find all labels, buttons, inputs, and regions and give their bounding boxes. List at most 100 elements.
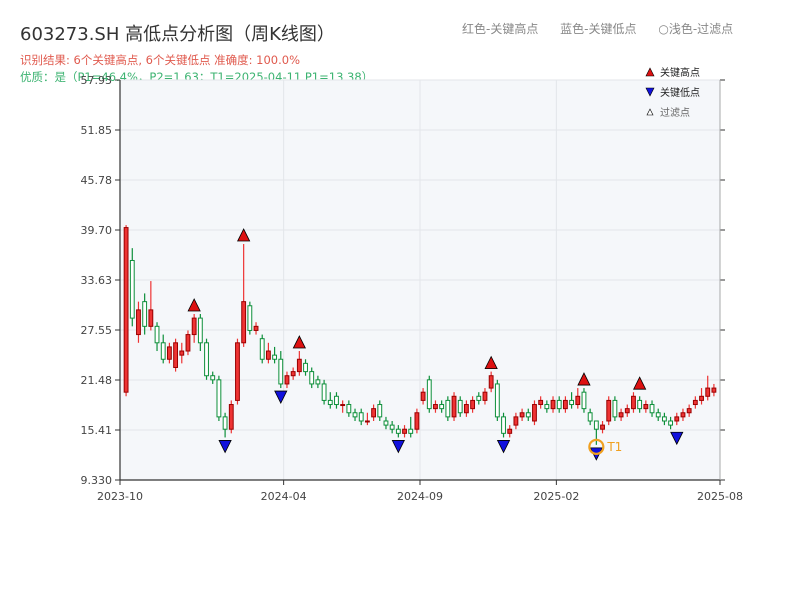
candle-body xyxy=(253,325,259,331)
candle xyxy=(259,334,265,364)
candle xyxy=(451,392,457,421)
candle xyxy=(377,400,383,421)
candle-body xyxy=(278,358,284,385)
candle xyxy=(340,400,346,413)
candle xyxy=(253,322,259,335)
key-high-marker xyxy=(633,376,647,390)
legend-low-label: 关键低点 xyxy=(660,86,700,99)
candle-body xyxy=(544,404,550,410)
header-legend: 红色-关键高点 蓝色-关键低点 ○浅色-过滤点 xyxy=(462,20,751,37)
candle xyxy=(488,371,494,393)
candle xyxy=(408,416,414,438)
candle-body xyxy=(216,379,222,418)
candle-body xyxy=(414,412,420,430)
y-tick-label: 51.85 xyxy=(81,124,113,137)
candle-body xyxy=(692,399,698,406)
y-tick-label: 27.55 xyxy=(81,324,113,337)
x-tick-label: 2024-09 xyxy=(397,490,443,503)
candle xyxy=(544,400,550,413)
key-low-marker xyxy=(496,440,511,454)
candle-body xyxy=(241,301,247,344)
candle xyxy=(278,351,284,389)
candle-body xyxy=(173,342,179,368)
candle-body xyxy=(699,395,704,401)
candle-body xyxy=(519,412,525,418)
x-tick-label: 2023-10 xyxy=(97,490,143,503)
candle-body xyxy=(377,404,383,418)
candle-body xyxy=(346,404,352,414)
candle xyxy=(494,379,500,421)
candle-body xyxy=(600,424,605,430)
candle-body xyxy=(661,416,667,422)
candle-body xyxy=(593,420,599,430)
y-tick-label: 45.78 xyxy=(81,174,113,187)
candle-body xyxy=(637,399,643,410)
candle-body xyxy=(538,399,544,406)
candle xyxy=(173,338,179,372)
candle xyxy=(705,375,711,401)
candle xyxy=(513,412,519,430)
candle xyxy=(519,408,525,421)
candle xyxy=(265,342,271,364)
candle xyxy=(272,346,278,364)
candle-body xyxy=(321,383,327,401)
candle xyxy=(321,379,327,405)
candle-body xyxy=(581,391,587,410)
candle-body xyxy=(309,371,315,385)
candle xyxy=(575,388,581,409)
candle xyxy=(581,388,587,413)
candle-body xyxy=(587,412,593,422)
candle-body xyxy=(643,404,649,410)
candle-body xyxy=(457,399,463,414)
candle-body xyxy=(439,404,445,410)
candle xyxy=(327,392,333,409)
candle-body xyxy=(705,387,711,397)
key-high-marker xyxy=(484,355,498,370)
candle xyxy=(210,371,216,384)
candle xyxy=(674,412,680,426)
candle-body xyxy=(154,325,160,344)
candle-body xyxy=(179,350,185,356)
candle-body xyxy=(247,305,253,331)
legend-high-text: 红色-关键高点 xyxy=(462,22,539,36)
candle-body xyxy=(550,399,556,410)
candle xyxy=(439,400,445,413)
candle-body xyxy=(513,416,519,426)
candle-body xyxy=(569,399,575,406)
candle-body xyxy=(228,404,234,430)
candle-body xyxy=(315,379,321,385)
candle-body xyxy=(655,412,661,418)
candle-body xyxy=(303,362,308,373)
candle xyxy=(309,367,315,389)
candle-body xyxy=(136,309,141,336)
candle-body xyxy=(494,383,500,418)
candle-body xyxy=(680,412,686,418)
candle-body xyxy=(364,420,370,423)
candle xyxy=(216,375,222,421)
candle xyxy=(587,408,593,426)
candle xyxy=(618,408,624,421)
candle-body xyxy=(129,259,135,319)
result-summary: 识别结果: 6个关键高点, 6个关键低点 准确度: 100.0% xyxy=(20,53,301,67)
candle xyxy=(538,396,544,409)
candle-body xyxy=(482,391,488,401)
candle-body xyxy=(296,358,302,373)
candle-body xyxy=(166,346,172,360)
candle-body xyxy=(420,391,426,401)
candle-body xyxy=(532,404,537,422)
candle-body xyxy=(476,395,482,401)
candle xyxy=(204,338,209,380)
candle xyxy=(123,225,129,397)
candle xyxy=(711,383,717,397)
candle xyxy=(525,408,531,421)
candle xyxy=(680,408,686,421)
candle xyxy=(179,342,185,364)
candle xyxy=(222,412,228,438)
t1-label: T1 xyxy=(606,440,622,454)
candle xyxy=(668,416,674,430)
candle xyxy=(433,400,438,413)
candle xyxy=(383,416,389,430)
candle xyxy=(166,342,172,364)
candle xyxy=(699,388,704,405)
candle xyxy=(364,412,370,426)
